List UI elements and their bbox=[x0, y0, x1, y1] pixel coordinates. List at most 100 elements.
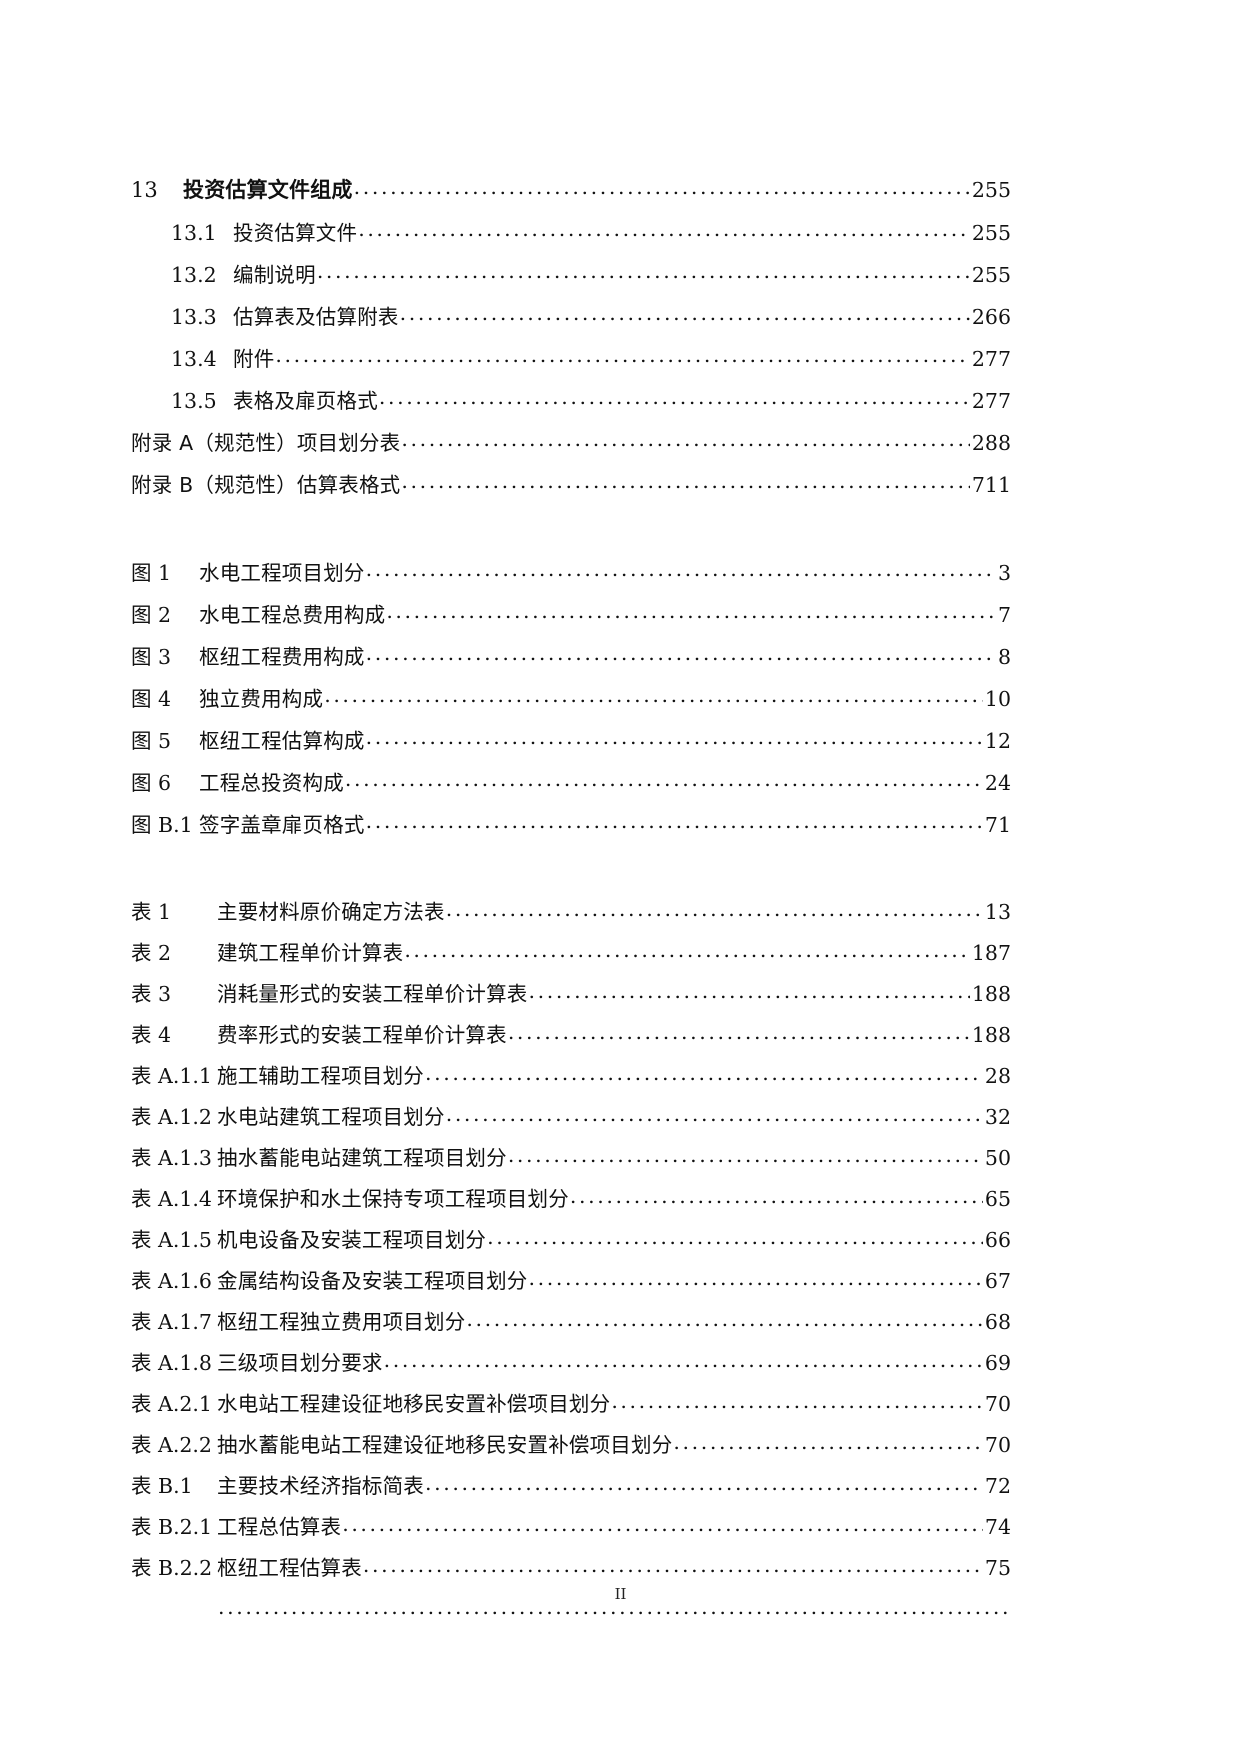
toc-entry-table[interactable]: 表 1 主要材料原价确定方法表 13 bbox=[131, 890, 1011, 931]
toc-entry-chapter[interactable]: 13 投资估算文件组成 255 bbox=[131, 168, 1011, 210]
dot-leader bbox=[401, 471, 969, 492]
toc-entry-table[interactable]: 表 2 建筑工程单价计算表 187 bbox=[131, 931, 1011, 972]
entry-number: 表 A.1.8 bbox=[131, 1351, 212, 1375]
toc-entry-figure[interactable]: 图 4 独立费用构成 10 bbox=[131, 676, 1011, 718]
entry-page: 67 bbox=[984, 1269, 1011, 1293]
toc-entry-table[interactable]: 表 A.2.1 水电站工程建设征地移民安置补偿项目划分 70 bbox=[131, 1382, 1011, 1423]
entry-number: 表 3 bbox=[131, 982, 172, 1006]
entry-number: 表 A.1.7 bbox=[131, 1310, 212, 1334]
entry-page: 32 bbox=[984, 1105, 1011, 1129]
entry-title: 主要材料原价确定方法表 bbox=[217, 900, 445, 924]
toc-entry-figure[interactable]: 图 3 枢纽工程费用构成 8 bbox=[131, 634, 1011, 676]
toc-entry-table[interactable] bbox=[131, 1587, 1011, 1628]
entry-number: 图 6 bbox=[131, 770, 172, 795]
entry-number: 图 5 bbox=[131, 728, 172, 753]
entry-title: 工程总估算表 bbox=[217, 1515, 342, 1539]
dot-leader bbox=[570, 1186, 983, 1207]
toc-entry-table[interactable]: 表 A.1.6 金属结构设备及安装工程项目划分 67 bbox=[131, 1259, 1011, 1300]
entry-page: 711 bbox=[971, 472, 1011, 497]
entry-title: 建筑工程单价计算表 bbox=[217, 941, 404, 965]
entry-title: 抽水蓄能电站工程建设征地移民安置补偿项目划分 bbox=[217, 1433, 673, 1457]
entry-title: 投资估算文件 bbox=[233, 220, 358, 245]
entry-page: 70 bbox=[984, 1433, 1011, 1457]
entry-number: 表 A.2.1 bbox=[131, 1392, 212, 1416]
entry-page: 12 bbox=[984, 728, 1011, 753]
chapter-section: 13 投资估算文件组成 255 13.1 投资估算文件 255 13.2 编制说… bbox=[131, 168, 1011, 420]
table-list-section: 表 1 主要材料原价确定方法表 13 表 2 建筑工程单价计算表 187 表 3… bbox=[131, 890, 1011, 1628]
section-spacer bbox=[131, 844, 1011, 890]
entry-title: 水电站建筑工程项目划分 bbox=[217, 1105, 445, 1129]
toc-entry-table[interactable]: 表 B.1 主要技术经济指标简表 72 bbox=[131, 1464, 1011, 1505]
entry-title: 工程总投资构成 bbox=[199, 770, 344, 795]
toc-entry-figure[interactable]: 图 1 水电工程项目划分 3 bbox=[131, 550, 1011, 592]
toc-entry-figure[interactable]: 图 5 枢纽工程估算构成 12 bbox=[131, 718, 1011, 760]
entry-number: 13.4 bbox=[171, 346, 217, 371]
entry-number: 图 3 bbox=[131, 644, 172, 669]
entry-title: 投资估算文件组成 bbox=[183, 178, 353, 203]
dot-leader bbox=[425, 1473, 983, 1494]
entry-title: 水电工程总费用构成 bbox=[199, 602, 386, 627]
entry-page: 3 bbox=[997, 560, 1011, 585]
toc-entry-table[interactable]: 表 A.1.1 施工辅助工程项目划分 28 bbox=[131, 1054, 1011, 1095]
toc-entry-table[interactable]: 表 A.1.3 抽水蓄能电站建筑工程项目划分 50 bbox=[131, 1136, 1011, 1177]
toc-entry-table[interactable]: 表 A.1.8 三级项目划分要求 69 bbox=[131, 1341, 1011, 1382]
dot-leader bbox=[446, 899, 983, 920]
dot-leader bbox=[404, 940, 970, 961]
dot-leader bbox=[386, 601, 996, 622]
dot-leader bbox=[366, 559, 996, 580]
entry-page: 13 bbox=[984, 900, 1011, 924]
toc-entry-chapter[interactable]: 13.5 表格及扉页格式 277 bbox=[131, 378, 1011, 420]
entry-page: 69 bbox=[984, 1351, 1011, 1375]
entry-page: 255 bbox=[971, 220, 1011, 245]
toc-content: 13 投资估算文件组成 255 13.1 投资估算文件 255 13.2 编制说… bbox=[131, 168, 1011, 1628]
toc-entry-table[interactable]: 表 B.2.1 工程总估算表 74 bbox=[131, 1505, 1011, 1546]
entry-page: 71 bbox=[984, 812, 1011, 837]
toc-entry-chapter[interactable]: 13.4 附件 277 bbox=[131, 336, 1011, 378]
entry-title: 水电工程项目划分 bbox=[199, 560, 365, 585]
toc-entry-figure[interactable]: 图 6 工程总投资构成 24 bbox=[131, 760, 1011, 802]
entry-page: 277 bbox=[971, 346, 1011, 371]
entry-number: 表 B.1 bbox=[131, 1474, 193, 1498]
toc-entry-table[interactable]: 表 3 消耗量形式的安装工程单价计算表 188 bbox=[131, 972, 1011, 1013]
entry-number: 13.3 bbox=[171, 304, 217, 329]
toc-entry-figure[interactable]: 图 2 水电工程总费用构成 7 bbox=[131, 592, 1011, 634]
toc-entry-table[interactable]: 表 A.1.7 枢纽工程独立费用项目划分 68 bbox=[131, 1300, 1011, 1341]
toc-entry-figure[interactable]: 图 B.1 签字盖章扉页格式 71 bbox=[131, 802, 1011, 844]
entry-page: 288 bbox=[971, 430, 1011, 455]
entry-page: 255 bbox=[971, 262, 1011, 287]
toc-entry-appendix[interactable]: 附录 A（规范性）项目划分表 288 bbox=[131, 420, 1011, 462]
dot-leader bbox=[529, 1268, 983, 1289]
toc-entry-table[interactable]: 表 A.1.4 环境保护和水土保持专项工程项目划分 65 bbox=[131, 1177, 1011, 1218]
dot-leader bbox=[611, 1391, 983, 1412]
entry-number: 表 B.2.1 bbox=[131, 1515, 213, 1539]
toc-entry-table[interactable]: 表 A.1.5 机电设备及安装工程项目划分 66 bbox=[131, 1218, 1011, 1259]
entry-number: 图 4 bbox=[131, 686, 172, 711]
entry-page: 75 bbox=[984, 1556, 1011, 1580]
entry-title: 签字盖章扉页格式 bbox=[199, 812, 365, 837]
entry-title: 枢纽工程费用构成 bbox=[199, 644, 365, 669]
entry-title: 枢纽工程估算构成 bbox=[199, 728, 365, 753]
entry-number: 图 B.1 bbox=[131, 812, 193, 837]
entry-page: 255 bbox=[971, 178, 1011, 203]
entry-title: 三级项目划分要求 bbox=[217, 1351, 383, 1375]
toc-entry-table[interactable]: 表 4 费率形式的安装工程单价计算表 188 bbox=[131, 1013, 1011, 1054]
toc-entry-table[interactable]: 表 A.1.2 水电站建筑工程项目划分 32 bbox=[131, 1095, 1011, 1136]
toc-entry-chapter[interactable]: 13.2 编制说明 255 bbox=[131, 252, 1011, 294]
figure-list-section: 图 1 水电工程项目划分 3 图 2 水电工程总费用构成 7 图 3 枢纽工程费… bbox=[131, 550, 1011, 844]
entry-page: 10 bbox=[984, 686, 1011, 711]
entry-title: 抽水蓄能电站建筑工程项目划分 bbox=[217, 1146, 507, 1170]
entry-number: 表 A.1.6 bbox=[131, 1269, 212, 1293]
toc-entry-table[interactable]: 表 A.2.2 抽水蓄能电站工程建设征地移民安置补偿项目划分 70 bbox=[131, 1423, 1011, 1464]
dot-leader bbox=[508, 1022, 970, 1043]
entry-page: 277 bbox=[971, 388, 1011, 413]
entry-page: 188 bbox=[971, 1023, 1011, 1047]
toc-entry-appendix[interactable]: 附录 B（规范性）估算表格式 711 bbox=[131, 462, 1011, 504]
toc-entry-table[interactable]: 表 B.2.2 枢纽工程估算表 75 bbox=[131, 1546, 1011, 1587]
appendix-section: 附录 A（规范性）项目划分表 288 附录 B（规范性）估算表格式 711 bbox=[131, 420, 1011, 504]
entry-title: 消耗量形式的安装工程单价计算表 bbox=[217, 982, 528, 1006]
entry-number: 13.2 bbox=[171, 262, 217, 287]
section-spacer bbox=[131, 504, 1011, 550]
entry-page: 70 bbox=[984, 1392, 1011, 1416]
toc-entry-chapter[interactable]: 13.3 估算表及估算附表 266 bbox=[131, 294, 1011, 336]
toc-entry-chapter[interactable]: 13.1 投资估算文件 255 bbox=[131, 210, 1011, 252]
